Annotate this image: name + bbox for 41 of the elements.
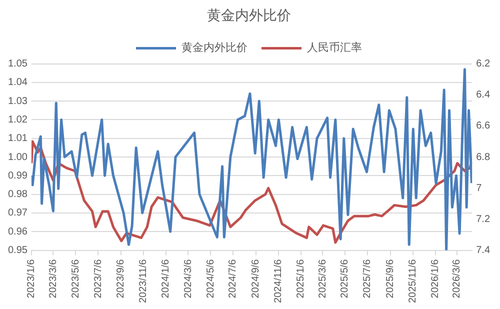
x-tick-label: 2025/3/6 <box>317 258 328 298</box>
x-tick-label: 2024/7/6 <box>228 258 239 298</box>
chart-title: 黄金内外比价 <box>207 8 291 24</box>
y-tick-label: 1.00 <box>8 152 28 163</box>
y2-tick-label: 6.8 <box>476 152 490 163</box>
x-tick-label: 2023/3/6 <box>48 258 59 298</box>
y2-tick-label: 6.6 <box>476 120 490 132</box>
y-tick-label: 0.98 <box>8 189 28 200</box>
x-tick-label: 2024/11/6 <box>273 258 284 304</box>
y-tick-label: 0.95 <box>8 245 28 256</box>
y-tick-label: 1.02 <box>8 114 28 126</box>
y-tick-label: 1.05 <box>8 58 28 70</box>
y2-tick-label: 7.4 <box>476 245 490 256</box>
y2-tick-label: 6.2 <box>476 58 490 70</box>
y-tick-label: 0.96 <box>8 226 28 238</box>
x-tick-label: 2025/11/6 <box>408 258 419 304</box>
x-tick-label: 2025/5/6 <box>340 258 351 298</box>
x-tick-label: 2023/5/6 <box>70 258 82 298</box>
y-tick-label: 0.97 <box>8 208 28 219</box>
x-tick-label: 2023/7/6 <box>92 258 104 298</box>
x-tick-label: 2023/9/6 <box>116 258 127 298</box>
x-tick-label: 2024/1/6 <box>160 258 172 298</box>
x-tick-label: 2023/11/6 <box>138 258 150 304</box>
x-tick-label: 2023/1/6 <box>26 258 38 298</box>
x-tick-label: 2024/3/6 <box>182 258 194 298</box>
x-tick-label: 2025/7/6 <box>362 258 374 298</box>
x-tick-label: 2025/1/6 <box>296 258 307 298</box>
x-tick-label: 2025/9/6 <box>385 258 396 298</box>
x-tick-label: 2024/9/6 <box>250 258 262 298</box>
x-tick-label: 2024/5/6 <box>205 258 216 298</box>
y-tick-label: 0.99 <box>8 170 28 182</box>
y2-tick-label: 6.4 <box>476 90 490 101</box>
y2-tick-label: 7 <box>476 182 482 194</box>
x-tick-label: 2026/3/6 <box>452 258 463 298</box>
legend-label: 黄金内外比价 <box>182 41 248 54</box>
y-tick-label: 1.04 <box>8 77 28 88</box>
y2-tick-label: 7.2 <box>476 214 490 225</box>
x-tick-label: 2026/1/6 <box>430 258 442 298</box>
y-tick-label: 1.01 <box>8 133 28 144</box>
y-tick-label: 1.03 <box>8 96 28 107</box>
legend-label: 人民币汇率 <box>307 41 362 54</box>
